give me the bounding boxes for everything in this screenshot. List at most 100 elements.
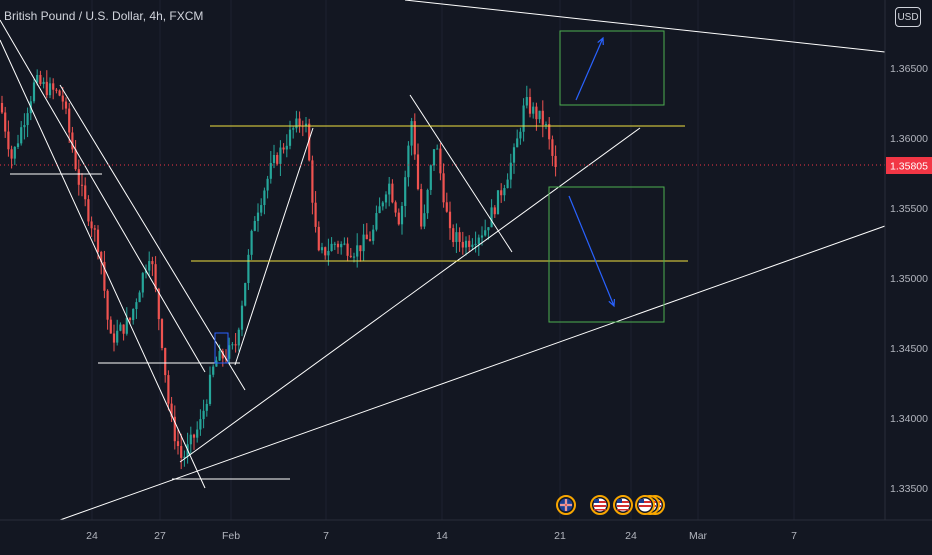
- steep-rally-line[interactable]: [234, 127, 314, 366]
- candle-body: [16, 143, 20, 147]
- candle-body: [292, 128, 295, 130]
- channel-lower-line[interactable]: [0, 39, 206, 489]
- candle-body: [458, 232, 461, 242]
- candle-body: [282, 147, 285, 150]
- candle-body: [244, 283, 247, 306]
- candle-body: [32, 82, 36, 102]
- candle-body: [368, 239, 372, 241]
- long-rising-support[interactable]: [59, 225, 886, 521]
- candle-body: [106, 290, 109, 320]
- candle-body: [279, 147, 282, 164]
- candle-body: [199, 419, 202, 430]
- candle-body: [7, 131, 10, 150]
- candle-body: [234, 344, 237, 346]
- candle-body: [80, 184, 84, 186]
- candle-body: [487, 227, 490, 231]
- candle-body: [13, 146, 16, 159]
- candle-body: [525, 97, 528, 106]
- candle-body: [253, 220, 256, 231]
- channel-upper-line-2[interactable]: [59, 84, 246, 391]
- candle-body: [55, 89, 58, 91]
- time-tick-label: 24: [86, 530, 98, 542]
- candle-body: [36, 74, 39, 83]
- candle-body: [404, 177, 407, 206]
- time-tick-label: 27: [154, 530, 166, 542]
- candle-body: [48, 83, 52, 96]
- candle-body: [52, 83, 55, 90]
- candle-body: [407, 145, 410, 178]
- time-tick-label: Feb: [222, 530, 240, 542]
- candle-body: [266, 178, 269, 191]
- candles: [0, 69, 557, 470]
- channel-upper-line[interactable]: [0, 19, 206, 373]
- downside-target-box[interactable]: [548, 186, 665, 323]
- candle-body: [74, 149, 77, 170]
- candle-body: [394, 202, 397, 213]
- candle-body: [349, 255, 352, 257]
- candle-body: [240, 305, 244, 330]
- candle-body: [138, 292, 141, 303]
- price-axis[interactable]: [885, 0, 932, 520]
- time-tick-label: 21: [554, 530, 566, 542]
- drawings[interactable]: [0, 0, 886, 521]
- price-tick-label: 1.36000: [890, 133, 928, 145]
- candle-body: [535, 106, 538, 120]
- us-flag-icon[interactable]: [613, 495, 633, 515]
- candle-body: [500, 190, 503, 196]
- candle-body: [228, 345, 231, 359]
- rising-trendline[interactable]: [179, 127, 641, 463]
- candle-body: [378, 206, 381, 214]
- candle-body: [205, 403, 208, 411]
- candle-body: [250, 230, 253, 255]
- candle-body: [135, 302, 138, 309]
- economic-events[interactable]: [556, 495, 665, 515]
- us-flag-icon[interactable]: [635, 495, 665, 515]
- candle-body: [45, 81, 48, 96]
- candle-body: [288, 129, 292, 146]
- candle-body: [23, 125, 26, 128]
- diagonal-down-line[interactable]: [409, 94, 513, 253]
- up-arrow[interactable]: [575, 37, 604, 101]
- candle-body: [548, 124, 551, 140]
- candle-body: [298, 118, 301, 126]
- candle-body: [359, 245, 362, 252]
- candle-body: [375, 213, 378, 230]
- down-arrow-head: [608, 298, 616, 308]
- us-flag-icon[interactable]: [590, 495, 610, 515]
- candle-body: [484, 230, 487, 236]
- candle-body: [372, 229, 375, 241]
- candle-body: [538, 110, 541, 120]
- candle-body: [512, 147, 516, 163]
- candle-body: [157, 288, 160, 320]
- candle-body: [356, 245, 359, 257]
- candle-body: [496, 190, 500, 215]
- candle-body: [141, 273, 144, 293]
- candle-body: [528, 97, 532, 114]
- highlight-box[interactable]: [214, 332, 229, 364]
- candle-body: [448, 211, 452, 229]
- top-resistance-line[interactable]: [404, 0, 886, 53]
- candle-body: [42, 81, 45, 85]
- price-axis-ticks: 1.36500 1.36000 1.35500 1.35000 1.34500 1.340…: [890, 63, 928, 495]
- candle-body: [212, 366, 215, 375]
- candle-body: [125, 317, 128, 334]
- candle-body: [519, 131, 522, 139]
- candle-body: [180, 446, 183, 458]
- currency-button[interactable]: USD: [895, 7, 921, 27]
- candle-body: [429, 165, 432, 190]
- price-tick-label: 1.35000: [890, 273, 928, 285]
- candle-body: [400, 205, 404, 225]
- candle-body: [516, 138, 519, 148]
- candle-body: [26, 113, 29, 126]
- candle-body: [218, 351, 221, 361]
- candle-body: [77, 169, 80, 185]
- candle-body: [410, 121, 413, 146]
- down-arrow[interactable]: [568, 195, 615, 307]
- time-axis[interactable]: [0, 520, 932, 550]
- uk-flag-icon[interactable]: [556, 495, 576, 515]
- upside-target-box[interactable]: [559, 30, 665, 106]
- symbol-title: British Pound / U.S. Dollar, 4h, FXCM: [4, 9, 204, 23]
- candle-body: [413, 121, 416, 155]
